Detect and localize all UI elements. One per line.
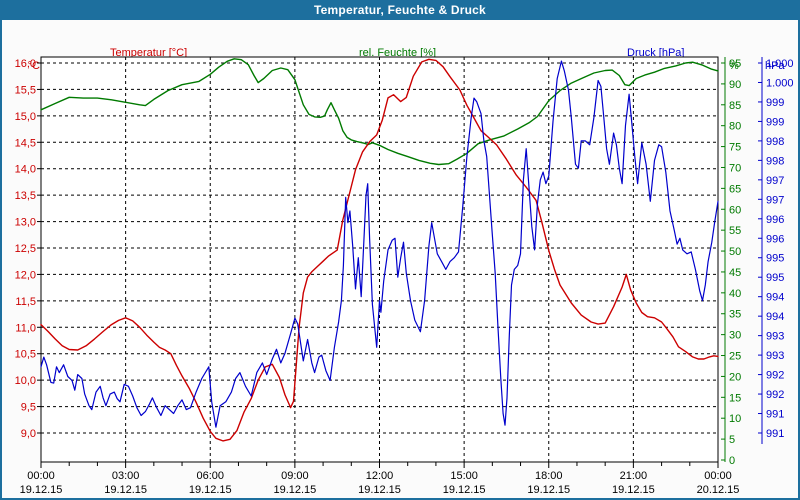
legend-temperature: Temperatur [°C] <box>110 47 188 59</box>
legend-pressure: Druck [hPa] <box>627 47 685 59</box>
legend-humidity: rel. Feuchte [%] <box>359 47 437 59</box>
window-titlebar: Temperatur, Feuchte & Druck <box>0 0 800 20</box>
pressure-axis-unit: hPa <box>765 60 785 72</box>
humidity-axis-unit: % <box>729 60 739 72</box>
chart-region: Temperatur [°C] rel. Feuchte [%] Druck [… <box>2 20 798 498</box>
window-title: Temperatur, Feuchte & Druck <box>314 3 486 17</box>
temp-axis-unit: °C <box>27 60 40 72</box>
